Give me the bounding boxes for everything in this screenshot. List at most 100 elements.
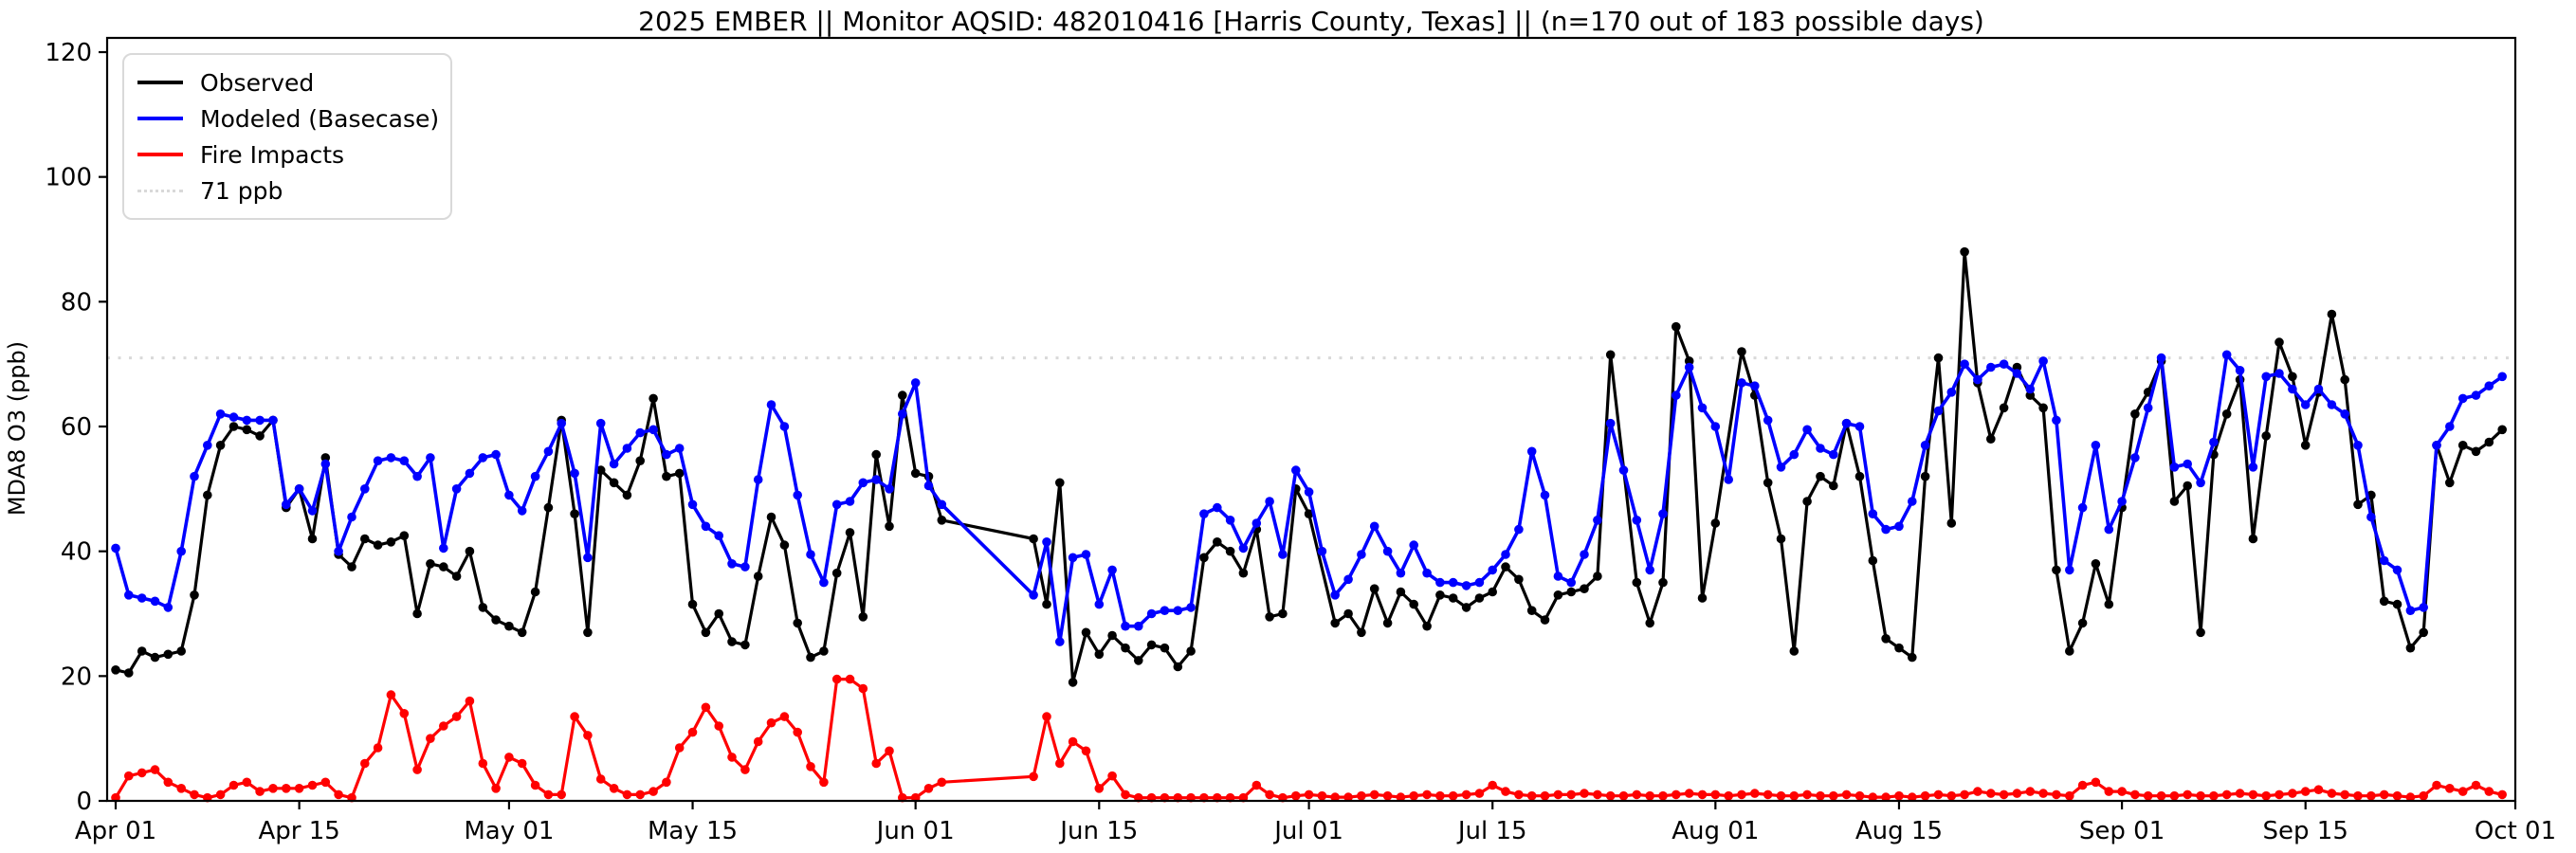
data-point-observed bbox=[1501, 562, 1510, 572]
data-point-modeled-basecase- bbox=[570, 468, 579, 479]
data-point-fire-impacts bbox=[570, 712, 579, 721]
data-point-observed bbox=[2261, 431, 2271, 441]
data-point-modeled-basecase- bbox=[1540, 490, 1550, 500]
data-point-modeled-basecase- bbox=[1199, 509, 1209, 518]
data-point-modeled-basecase- bbox=[294, 484, 304, 494]
data-point-fire-impacts bbox=[766, 717, 776, 728]
data-point-observed bbox=[649, 393, 658, 404]
data-point-fire-impacts bbox=[1737, 789, 1746, 800]
data-point-modeled-basecase- bbox=[1225, 516, 1235, 525]
data-point-fire-impacts bbox=[1081, 746, 1091, 756]
data-point-fire-impacts bbox=[2261, 790, 2271, 801]
data-point-modeled-basecase- bbox=[268, 415, 278, 426]
data-point-observed bbox=[203, 490, 212, 500]
data-point-observed bbox=[124, 668, 134, 678]
data-point-modeled-basecase- bbox=[1094, 599, 1105, 609]
data-point-modeled-basecase- bbox=[517, 506, 527, 516]
data-point-fire-impacts bbox=[2471, 780, 2481, 790]
data-point-fire-impacts bbox=[1960, 789, 1969, 800]
data-point-modeled-basecase- bbox=[1514, 524, 1524, 535]
data-point-fire-impacts bbox=[1763, 789, 1773, 800]
y-axis-label: MDA8 O3 (ppb) bbox=[4, 340, 30, 517]
data-point-observed bbox=[1435, 590, 1445, 600]
data-point-observed bbox=[885, 521, 894, 532]
data-point-modeled-basecase- bbox=[1146, 608, 1157, 619]
data-point-modeled-basecase- bbox=[937, 499, 947, 510]
data-point-fire-impacts bbox=[451, 712, 462, 721]
data-point-modeled-basecase- bbox=[2484, 381, 2494, 391]
data-point-modeled-basecase- bbox=[2117, 497, 2127, 506]
data-point-observed bbox=[228, 422, 239, 431]
x-tick-label: Aug 15 bbox=[1855, 817, 1943, 845]
data-point-modeled-basecase- bbox=[451, 484, 462, 494]
y-tick-label: 80 bbox=[61, 288, 92, 317]
data-point-modeled-basecase- bbox=[1724, 475, 1733, 484]
data-point-observed bbox=[1225, 546, 1235, 556]
legend-item-fire: Fire Impacts bbox=[137, 136, 435, 172]
data-point-fire-impacts bbox=[2313, 785, 2324, 794]
data-point-observed bbox=[1894, 643, 1904, 653]
data-point-observed bbox=[347, 562, 356, 572]
data-point-modeled-basecase- bbox=[190, 471, 199, 481]
data-point-modeled-basecase- bbox=[649, 425, 658, 435]
data-point-observed bbox=[1278, 608, 1288, 619]
data-point-fire-impacts bbox=[1908, 792, 1917, 802]
data-point-modeled-basecase- bbox=[1068, 553, 1078, 563]
data-point-modeled-basecase- bbox=[2052, 415, 2061, 426]
data-point-observed bbox=[793, 618, 802, 628]
data-point-observed bbox=[766, 512, 776, 522]
data-point-modeled-basecase- bbox=[727, 559, 737, 569]
data-point-fire-impacts bbox=[1724, 790, 1733, 801]
data-point-modeled-basecase- bbox=[1776, 463, 1786, 472]
data-point-observed bbox=[858, 612, 868, 622]
chart-title: 2025 EMBER || Monitor AQSID: 482010416 [… bbox=[638, 6, 1984, 37]
data-point-observed bbox=[176, 646, 186, 656]
data-point-observed bbox=[1986, 434, 1996, 445]
data-point-observed bbox=[1829, 481, 1838, 491]
data-point-fire-impacts bbox=[1658, 790, 1668, 801]
data-point-fire-impacts bbox=[1265, 789, 1274, 800]
data-point-fire-impacts bbox=[399, 709, 410, 718]
data-point-fire-impacts bbox=[215, 789, 226, 800]
legend-item-observed: Observed bbox=[137, 64, 435, 100]
data-point-modeled-basecase- bbox=[2327, 400, 2337, 409]
data-point-fire-impacts bbox=[2130, 789, 2140, 800]
data-point-observed bbox=[662, 471, 671, 481]
data-point-fire-impacts bbox=[1540, 790, 1550, 801]
legend-item-modeled: Modeled (Basecase) bbox=[137, 100, 439, 136]
data-point-observed bbox=[1540, 615, 1550, 625]
data-point-modeled-basecase- bbox=[2077, 502, 2088, 513]
data-point-fire-impacts bbox=[504, 753, 514, 762]
data-point-observed bbox=[595, 465, 606, 475]
data-point-fire-impacts bbox=[228, 780, 239, 790]
x-tick-label: Jul 15 bbox=[1456, 817, 1527, 845]
data-point-fire-impacts bbox=[2065, 790, 2074, 801]
data-point-observed bbox=[360, 534, 370, 544]
data-point-fire-impacts bbox=[1593, 789, 1602, 800]
data-point-observed bbox=[2052, 565, 2061, 575]
data-point-fire-impacts bbox=[2156, 790, 2166, 801]
data-point-observed bbox=[1632, 577, 1642, 588]
data-point-modeled-basecase- bbox=[635, 427, 645, 438]
data-point-observed bbox=[2340, 374, 2349, 385]
data-point-modeled-basecase- bbox=[176, 546, 186, 556]
data-point-modeled-basecase- bbox=[1107, 565, 1117, 575]
x-tick-label: Aug 01 bbox=[1672, 817, 1759, 845]
data-point-fire-impacts bbox=[1750, 789, 1760, 798]
data-point-fire-impacts bbox=[1029, 771, 1038, 782]
data-point-modeled-basecase- bbox=[1213, 502, 1222, 513]
data-point-observed bbox=[1213, 537, 1222, 547]
data-point-observed bbox=[2248, 534, 2258, 544]
data-point-fire-impacts bbox=[1369, 789, 1379, 800]
data-point-modeled-basecase- bbox=[1946, 388, 1957, 397]
data-point-modeled-basecase- bbox=[2065, 565, 2074, 575]
legend-item-threshold: 71 ppb bbox=[137, 172, 435, 209]
data-point-modeled-basecase- bbox=[1186, 603, 1196, 612]
data-point-fire-impacts bbox=[176, 784, 186, 793]
data-point-observed bbox=[399, 531, 410, 540]
data-point-observed bbox=[1409, 599, 1418, 609]
data-point-modeled-basecase- bbox=[871, 475, 881, 484]
data-point-observed bbox=[2077, 618, 2088, 628]
data-point-modeled-basecase- bbox=[1330, 590, 1340, 600]
data-point-modeled-basecase- bbox=[687, 499, 698, 510]
